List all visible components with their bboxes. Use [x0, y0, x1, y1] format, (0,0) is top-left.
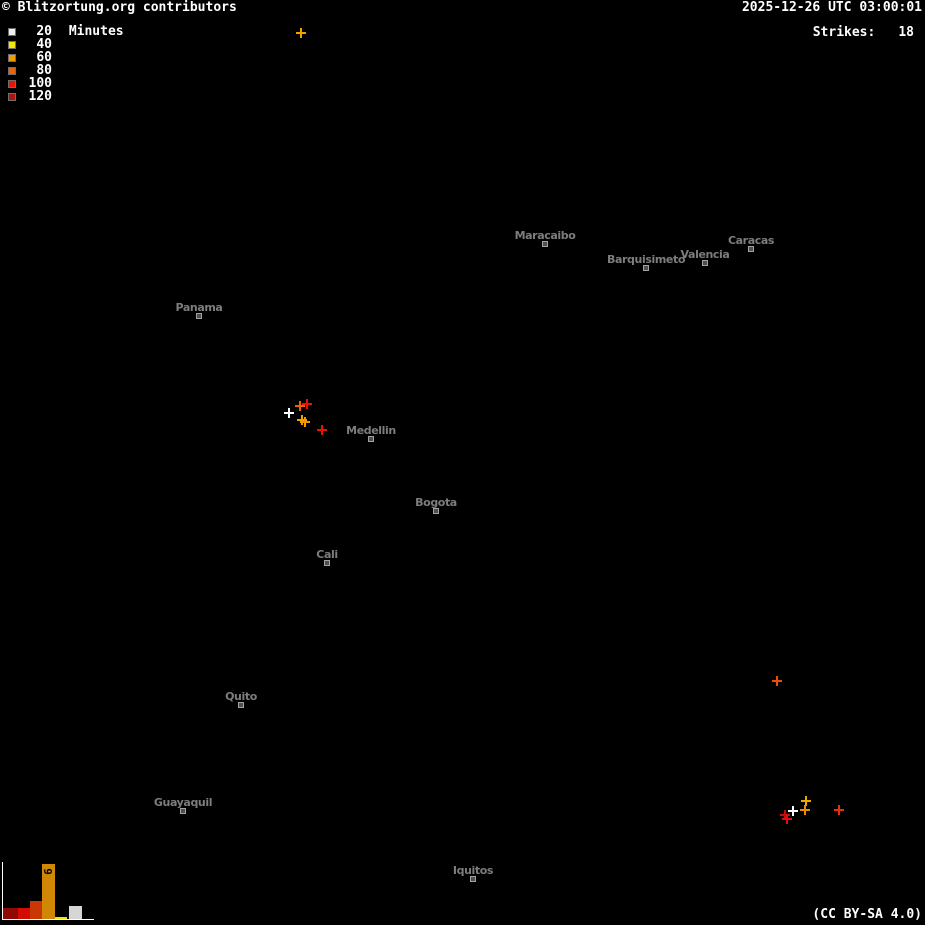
- strikes-counter: Strikes: 18: [813, 26, 914, 40]
- city-dot-valencia: [702, 260, 708, 266]
- legend-row-20: 20 Minutes: [6, 25, 124, 38]
- city-dot-guayaquil: [180, 808, 186, 814]
- histogram-bar-100min: [18, 908, 30, 919]
- city-label-guayaquil: Guayaquil: [153, 796, 213, 809]
- legend-value-40: 40: [36, 37, 52, 52]
- strike-marker-2: [302, 399, 312, 409]
- city-label-barquisimeto: Barquisimeto: [607, 253, 685, 266]
- city-dot-bogota: [433, 508, 439, 514]
- strike-marker-1: [295, 401, 305, 411]
- histogram-bar-40min: [55, 917, 67, 919]
- city-label-valencia: Valencia: [680, 248, 730, 261]
- strike-marker-9: [800, 805, 810, 815]
- histogram-bar-count: 9: [40, 868, 54, 875]
- strike-marker-7: [772, 676, 782, 686]
- city-dot-quito: [238, 702, 244, 708]
- legend-row-100: 100: [6, 77, 124, 90]
- strikes-value: 18: [898, 25, 914, 40]
- legend-row-40: 40: [6, 38, 124, 51]
- city-dot-medellin: [368, 436, 374, 442]
- city-dot-iquitos: [470, 876, 476, 882]
- strike-marker-3: [284, 408, 294, 418]
- license-text: (CC BY-SA 4.0): [812, 907, 922, 922]
- city-label-cali: Cali: [316, 548, 338, 561]
- legend-swatch-100: [8, 79, 16, 88]
- histogram-bar-20min: [69, 906, 82, 919]
- legend-swatch-60: [8, 53, 16, 62]
- strike-marker-6: [317, 425, 327, 435]
- city-dot-maracaibo: [542, 241, 548, 247]
- legend-swatch-80: [8, 66, 16, 75]
- city-dot-panama: [196, 313, 202, 319]
- city-label-iquitos: Iquitos: [452, 864, 494, 877]
- legend-value-80: 80: [36, 63, 52, 78]
- attribution-text: © Blitzortung.org contributors: [2, 0, 237, 15]
- strike-marker-5: [300, 417, 310, 427]
- histogram-bar-80min: [30, 901, 42, 919]
- histogram-x-axis: [2, 919, 94, 920]
- strike-marker-8: [801, 796, 811, 806]
- legend-swatch-120: [8, 92, 16, 101]
- strikes-label: Strikes:: [812, 25, 876, 40]
- city-label-maracaibo: Maracaibo: [514, 229, 576, 242]
- legend-row-80: 80: [6, 64, 124, 77]
- strike-marker-11: [780, 810, 790, 820]
- legend-swatch-40: [8, 40, 16, 49]
- legend-unit-label: Minutes: [61, 24, 124, 39]
- age-legend: 20 Minutes 40 60 80 100 120: [6, 25, 124, 103]
- strike-marker-13: [834, 805, 844, 815]
- legend-value-100: 100: [28, 76, 52, 91]
- legend-value-60: 60: [36, 50, 52, 65]
- city-dot-barquisimeto: [643, 265, 649, 271]
- histogram-bar-120min: [3, 908, 18, 919]
- city-dot-cali: [324, 560, 330, 566]
- legend-row-120: 120: [6, 90, 124, 103]
- city-label-panama: Panama: [175, 301, 223, 314]
- histogram-bar-60min: [42, 864, 55, 919]
- city-label-medellin: Medellin: [346, 424, 396, 437]
- legend-row-60: 60: [6, 51, 124, 64]
- histogram-y-axis: [2, 862, 3, 920]
- city-dot-caracas: [748, 246, 754, 252]
- strike-marker-4: [297, 415, 307, 425]
- strike-marker-12: [782, 814, 792, 824]
- strike-marker-0: [296, 28, 306, 38]
- city-label-quito: Quito: [225, 690, 257, 703]
- legend-value-20: 20: [36, 24, 52, 39]
- legend-swatch-20: [8, 27, 16, 36]
- city-label-caracas: Caracas: [727, 234, 775, 247]
- legend-value-120: 120: [28, 89, 52, 104]
- timestamp-text: 2025-12-26 UTC 03:00:01: [741, 0, 922, 15]
- strike-marker-10: [788, 806, 798, 816]
- city-label-bogota: Bogota: [415, 496, 457, 509]
